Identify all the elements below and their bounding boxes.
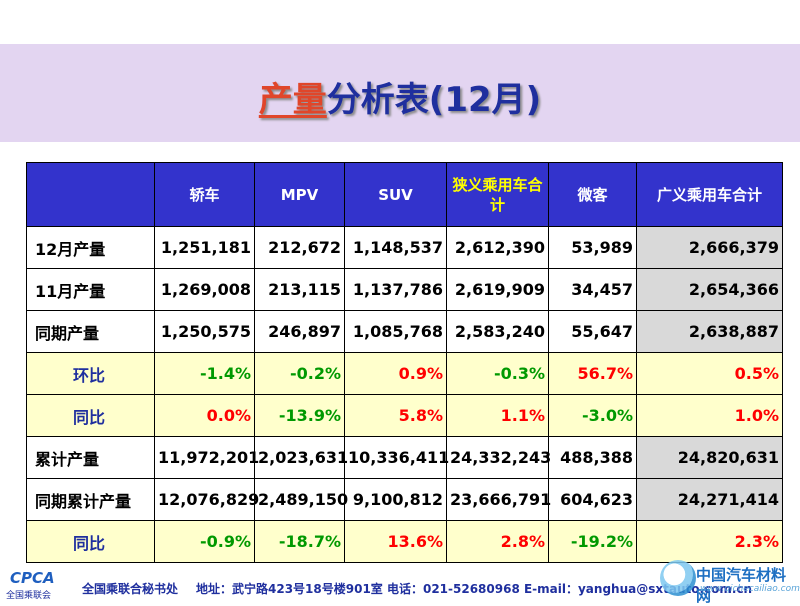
- table-cell: -1.4%: [154, 352, 255, 395]
- table-cell: 10,336,411: [344, 436, 449, 479]
- table-cell: 12,076,829: [154, 478, 259, 521]
- table-cell: 0.5%: [636, 352, 783, 395]
- table-cell: 1.0%: [636, 394, 783, 437]
- column-header: SUV: [344, 162, 447, 227]
- row-label: 同比: [26, 394, 155, 437]
- table-cell: 5.8%: [344, 394, 447, 437]
- table-row: 同比 -0.9% -18.7% 13.6% 2.8% -19.2% 2.3%: [26, 520, 783, 563]
- title-rest: 分析表(12月): [326, 80, 542, 120]
- table-row: 同比 0.0% -13.9% 5.8% 1.1% -3.0% 1.0%: [26, 394, 783, 437]
- watermark-logo-icon: [660, 560, 696, 596]
- table-row: 累计产量 11,972,201 2,023,631 10,336,411 24,332,…: [26, 436, 783, 479]
- table-cell: 56.7%: [548, 352, 637, 395]
- table-cell: 2,583,240: [446, 310, 549, 353]
- row-label: 11月产量: [26, 268, 155, 311]
- table-cell: 213,115: [254, 268, 345, 311]
- table-row: 环比 -1.4% -0.2% 0.9% -0.3% 56.7% 0.5%: [26, 352, 783, 395]
- table-cell: 23,666,791: [446, 478, 551, 521]
- table-cell: 53,989: [548, 226, 637, 269]
- table-row: 同期产量 1,250,575 246,897 1,085,768 2,583,240 55…: [26, 310, 783, 353]
- table-cell: -3.0%: [548, 394, 637, 437]
- contact-info: 地址：武宁路423号18号楼901室 电话：021-52680968 E-mai…: [196, 582, 753, 596]
- table-cell: 55,647: [548, 310, 637, 353]
- table-cell: 1,148,537: [344, 226, 447, 269]
- table-body: 12月产量 1,251,181 212,672 1,148,537 2,612,390 5…: [26, 226, 783, 563]
- table-cell: -0.9%: [154, 520, 255, 563]
- column-header: 狭义乘用车合计: [446, 162, 549, 227]
- table-cell: 2.8%: [446, 520, 549, 563]
- page-title: 产量分析表(12月): [0, 72, 800, 121]
- table-header-row: 轿车 MPV SUV 狭义乘用车合计 微客 广义乘用车合计: [26, 162, 783, 227]
- row-label: 累计产量: [26, 436, 155, 479]
- title-band: [0, 44, 800, 142]
- table-cell: 24,820,631: [636, 436, 783, 479]
- row-label: 环比: [26, 352, 155, 395]
- table-cell: 2,666,379: [636, 226, 783, 269]
- org-name: 全国乘联合秘书处: [82, 582, 179, 596]
- table-cell: 1.1%: [446, 394, 549, 437]
- table-cell: 212,672: [254, 226, 345, 269]
- table-cell: 11,972,201: [154, 436, 259, 479]
- table-cell: -13.9%: [254, 394, 345, 437]
- table-row: 11月产量 1,269,008 213,115 1,137,786 2,619,909 3…: [26, 268, 783, 311]
- row-label: 同比: [26, 520, 155, 563]
- table-cell: 9,100,812: [344, 478, 447, 521]
- table-cell: 24,271,414: [636, 478, 783, 521]
- column-header: 广义乘用车合计: [636, 162, 783, 227]
- production-table: 轿车 MPV SUV 狭义乘用车合计 微客 广义乘用车合计 12月产量 1,251,181 2…: [26, 162, 783, 563]
- column-header: MPV: [254, 162, 345, 227]
- row-label: 12月产量: [26, 226, 155, 269]
- table-cell: 1,137,786: [344, 268, 447, 311]
- table-cell: 0.9%: [344, 352, 447, 395]
- table-cell: -19.2%: [548, 520, 637, 563]
- table-cell: 2,638,887: [636, 310, 783, 353]
- table-cell: 2.3%: [636, 520, 783, 563]
- table-cell: 1,269,008: [154, 268, 255, 311]
- table-cell: 2,619,909: [446, 268, 549, 311]
- watermark: 中国汽车材料网 www.qichecailiao.com: [660, 556, 800, 605]
- cpca-logo: CPCA: [10, 569, 55, 587]
- table-cell: 2,023,631: [254, 436, 348, 479]
- table-cell: 2,654,366: [636, 268, 783, 311]
- table-cell: 0.0%: [154, 394, 255, 437]
- table-cell: 246,897: [254, 310, 345, 353]
- table-cell: 24,332,243: [446, 436, 551, 479]
- table-row: 同期累计产量 12,076,829 2,489,150 9,100,812 23,666…: [26, 478, 783, 521]
- title-highlight: 产量: [258, 80, 327, 120]
- cpca-logo-subtitle: 全国乘联会: [6, 591, 52, 601]
- table-cell: 2,489,150: [254, 478, 348, 521]
- table-row: 12月产量 1,251,181 212,672 1,148,537 2,612,390 5…: [26, 226, 783, 269]
- watermark-url: www.qichecailiao.com: [700, 584, 800, 594]
- row-label: 同期产量: [26, 310, 155, 353]
- table-cell: 488,388: [548, 436, 637, 479]
- table-cell: 604,623: [548, 478, 637, 521]
- table-cell: 1,085,768: [344, 310, 447, 353]
- column-header: 微客: [548, 162, 637, 227]
- table-cell: -0.2%: [254, 352, 345, 395]
- row-label: 同期累计产量: [26, 478, 155, 521]
- table-cell: 2,612,390: [446, 226, 549, 269]
- header-corner: [26, 162, 155, 227]
- column-header: 轿车: [154, 162, 255, 227]
- table-cell: 1,250,575: [154, 310, 255, 353]
- table-cell: 13.6%: [344, 520, 447, 563]
- table-cell: 34,457: [548, 268, 637, 311]
- table-cell: -0.3%: [446, 352, 549, 395]
- table-cell: 1,251,181: [154, 226, 255, 269]
- table-cell: -18.7%: [254, 520, 345, 563]
